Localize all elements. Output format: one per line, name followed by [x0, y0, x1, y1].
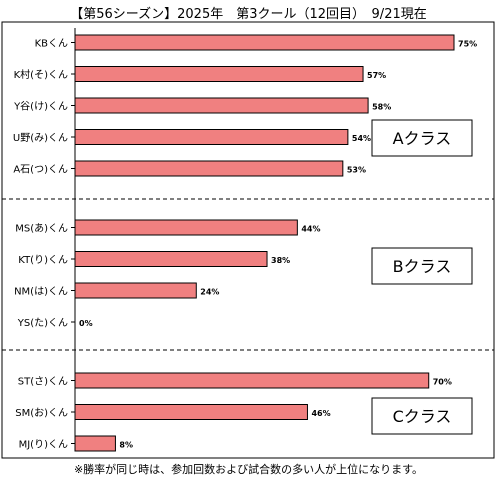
category-label: K村(そ)くん	[14, 68, 68, 81]
category-label: ST(さ)くん	[18, 376, 68, 388]
category-label: A石(つ)くん	[13, 164, 68, 176]
value-label: 24%	[200, 288, 219, 297]
value-label: 57%	[367, 71, 386, 80]
value-label: 75%	[458, 40, 477, 49]
plot-area	[1, 21, 495, 459]
bar	[74, 66, 364, 82]
bar	[74, 219, 298, 236]
bar	[74, 372, 430, 389]
value-label: 58%	[372, 103, 391, 112]
class-label: Cクラス	[393, 407, 452, 426]
bar	[74, 160, 344, 177]
bar	[74, 404, 308, 420]
chart-title: 【第56シーズン】2025年 第3クール（12回目） 9/21現在	[70, 7, 427, 22]
value-label: 38%	[271, 256, 290, 265]
category-label: MJ(り)くん	[19, 439, 68, 451]
value-label: 44%	[301, 225, 320, 234]
category-label: U野(み)くん	[13, 132, 68, 144]
category-label: SM(お)くん	[15, 407, 68, 419]
bar	[74, 129, 349, 145]
value-label: 70%	[433, 378, 452, 387]
bar	[74, 435, 116, 452]
class-label: Aクラス	[393, 129, 452, 148]
category-label: MS(あ)くん	[15, 223, 68, 235]
bar	[74, 251, 268, 267]
category-label: Y谷(け)くん	[13, 101, 68, 113]
category-label: KBくん	[35, 38, 68, 50]
value-label: 53%	[347, 166, 366, 175]
bar	[74, 282, 197, 299]
value-label: 8%	[119, 441, 133, 450]
category-label: NM(は)くん	[14, 286, 68, 298]
value-label: 54%	[352, 134, 371, 143]
bar	[74, 97, 369, 114]
class-label-box	[371, 397, 473, 435]
value-label: 0%	[79, 319, 93, 328]
category-label: KT(り)くん	[18, 254, 68, 266]
bar	[74, 34, 455, 51]
class-label: Bクラス	[393, 257, 452, 276]
value-label: 46%	[311, 409, 330, 418]
class-label-box	[371, 119, 473, 157]
category-label: YS(た)くん	[17, 317, 68, 329]
footnote: ※勝率が同じ時は、参加回数および試合数の多い人が上位になります。	[73, 463, 424, 476]
class-label-box	[371, 247, 473, 285]
